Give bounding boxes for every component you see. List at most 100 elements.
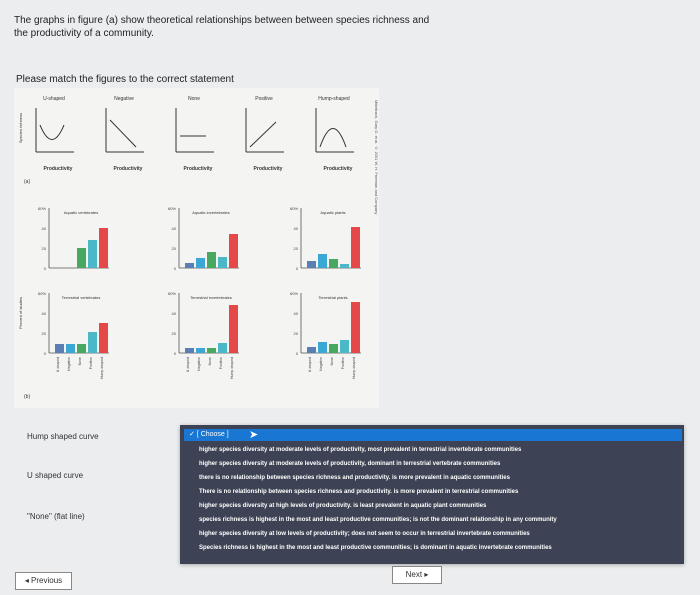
relationship-curve xyxy=(249,121,277,148)
dropdown-option[interactable]: higher species diversity at high levels … xyxy=(199,503,487,509)
choose-label: [ Choose ] xyxy=(196,431,229,438)
chart-title: Aquatic invertebrates xyxy=(192,210,230,215)
question-text: The graphs in figure (a) show theoretica… xyxy=(14,15,430,39)
category-label: U-shaped xyxy=(186,357,190,372)
dropdown-option[interactable]: species richness is highest in the most … xyxy=(199,517,557,523)
bar xyxy=(207,348,216,353)
bar xyxy=(307,261,316,268)
figure-image: U-shaped Productivity Negative Productivity… xyxy=(14,88,379,408)
curve-type-label: Positive xyxy=(255,96,273,102)
tick-label: 40 xyxy=(42,226,47,231)
category-label: Hump-shaped xyxy=(230,357,234,379)
bar xyxy=(77,248,86,268)
curve-type-label: None xyxy=(188,96,200,102)
tick-label: 40 xyxy=(172,311,177,316)
category-label: Negative xyxy=(319,357,323,371)
tick-label: 40 xyxy=(294,311,299,316)
curve-type-label: U-shaped xyxy=(43,96,65,102)
dropdown-option[interactable]: Species richness is highest in the most … xyxy=(199,545,552,551)
dropdown-option[interactable]: There is no relationship between species… xyxy=(199,489,519,495)
bar xyxy=(218,343,227,353)
x-axis-label: Productivity xyxy=(254,166,283,172)
bar xyxy=(351,302,360,353)
tick-label: 60% xyxy=(168,206,176,211)
tick-label: 0 xyxy=(44,351,47,356)
match-label-hump: Hump shaped curve xyxy=(27,432,99,441)
relationship-curve xyxy=(109,119,137,148)
dropdown-option[interactable]: higher species diversity at low levels o… xyxy=(199,531,530,537)
check-icon: ✓ xyxy=(189,431,197,438)
panel-label: (b) xyxy=(24,394,30,400)
mouse-cursor-icon: ➤ xyxy=(249,429,259,441)
bar xyxy=(88,332,97,353)
next-button[interactable]: Next ▸ xyxy=(392,566,442,584)
bar xyxy=(329,259,338,268)
instruction-text: Please match the figures to the correct … xyxy=(16,74,234,85)
dropdown-option[interactable]: higher species diversity at moderate lev… xyxy=(199,447,522,453)
tick-label: 60% xyxy=(290,206,298,211)
tick-label: 20 xyxy=(172,246,177,251)
x-axis-label: Productivity xyxy=(184,166,213,172)
dropdown-option[interactable]: higher species diversity at moderate lev… xyxy=(199,461,501,467)
match-label-none: "None" (flat line) xyxy=(27,512,85,521)
tick-label: 40 xyxy=(172,226,177,231)
x-axis-label: Productivity xyxy=(44,166,73,172)
chart-title: Terrestrial plants xyxy=(318,295,347,300)
bar xyxy=(229,305,238,353)
y-axis-label: Species richness xyxy=(18,113,23,143)
tick-label: 0 xyxy=(296,351,299,356)
category-label: U-shaped xyxy=(56,357,60,372)
category-label: Negative xyxy=(197,357,201,371)
dropdown-option[interactable]: there is no relationship between species… xyxy=(199,475,510,481)
bar xyxy=(307,347,316,353)
bar xyxy=(340,340,349,353)
chart-title: Terrestrial invertebrates xyxy=(190,295,232,300)
category-label: U-shaped xyxy=(308,357,312,372)
bar xyxy=(218,257,227,268)
bar xyxy=(185,263,194,268)
tick-label: 0 xyxy=(174,351,177,356)
tick-label: 60% xyxy=(38,291,46,296)
category-label: Hump-shaped xyxy=(100,357,104,379)
choose-selected[interactable]: ✓ [ Choose ] xyxy=(184,429,682,441)
tick-label: 60% xyxy=(168,291,176,296)
previous-button[interactable]: ◂ Previous xyxy=(15,572,72,590)
bar xyxy=(185,348,194,353)
category-label: Negative xyxy=(67,357,71,371)
tick-label: 20 xyxy=(42,246,47,251)
bar xyxy=(340,264,349,268)
bar xyxy=(318,254,327,268)
curve-type-label: Hump-shaped xyxy=(318,96,350,102)
tick-label: 20 xyxy=(294,331,299,336)
panel-label: (a) xyxy=(24,179,30,185)
category-label: Positive xyxy=(341,357,345,369)
category-label: None xyxy=(78,357,82,365)
tick-label: 0 xyxy=(296,266,299,271)
x-axis-label: Productivity xyxy=(114,166,143,172)
bar xyxy=(55,344,64,353)
category-label: None xyxy=(208,357,212,365)
tick-label: 0 xyxy=(44,266,47,271)
tick-label: 20 xyxy=(42,331,47,336)
choose-dropdown-list[interactable]: ✓ [ Choose ] higher species diversity at… xyxy=(180,425,684,564)
bar xyxy=(351,227,360,268)
y-axis-label-b: Percent of studies xyxy=(18,297,23,329)
bar xyxy=(196,348,205,353)
category-label: None xyxy=(330,357,334,365)
bar xyxy=(99,228,108,268)
category-label: Positive xyxy=(89,357,93,369)
bar xyxy=(88,240,97,268)
curve-type-label: Negative xyxy=(114,96,134,102)
bar xyxy=(196,258,205,268)
category-label: Hump-shaped xyxy=(352,357,356,379)
tick-label: 0 xyxy=(174,266,177,271)
bar xyxy=(329,344,338,353)
relationship-curve xyxy=(319,128,347,148)
tick-label: 60% xyxy=(38,206,46,211)
tick-label: 40 xyxy=(294,226,299,231)
tick-label: 20 xyxy=(172,331,177,336)
tick-label: 40 xyxy=(42,311,47,316)
bar xyxy=(207,252,216,268)
bar xyxy=(66,344,75,353)
tick-label: 60% xyxy=(290,291,298,296)
